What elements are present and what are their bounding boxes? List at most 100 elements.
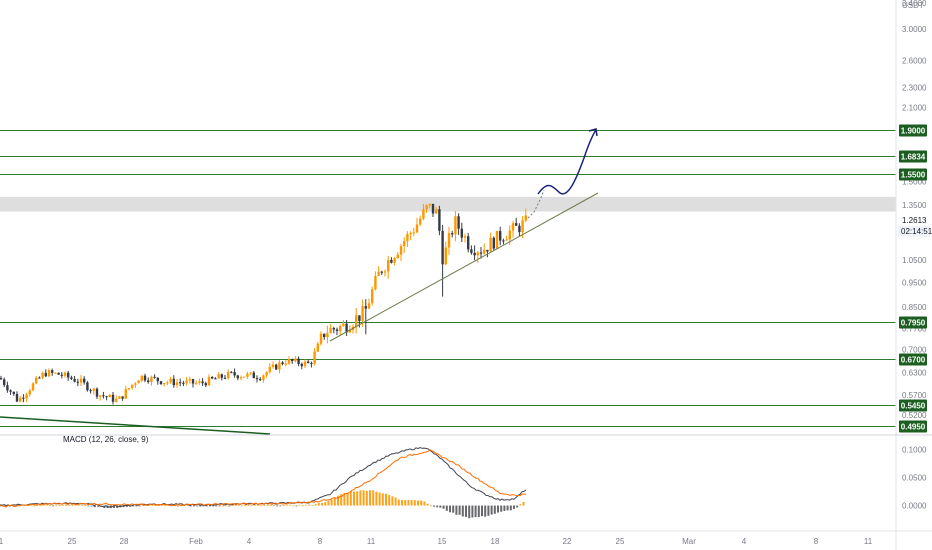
candle-body[interactable] bbox=[6, 385, 9, 391]
candle-body[interactable] bbox=[441, 230, 444, 265]
candle-body[interactable] bbox=[169, 378, 172, 383]
candle-body[interactable] bbox=[243, 376, 246, 378]
candle-body[interactable] bbox=[457, 216, 460, 229]
candle-body[interactable] bbox=[214, 378, 217, 380]
candle-body[interactable] bbox=[473, 252, 476, 256]
candle-body[interactable] bbox=[35, 377, 38, 384]
candle-body[interactable] bbox=[303, 361, 307, 367]
candle-body[interactable] bbox=[319, 333, 323, 344]
candle-body[interactable] bbox=[246, 373, 249, 377]
candle-body[interactable] bbox=[268, 367, 271, 373]
candle-body[interactable] bbox=[108, 394, 111, 398]
candle-body[interactable] bbox=[297, 358, 300, 364]
candle-body[interactable] bbox=[428, 203, 431, 206]
candle-body[interactable] bbox=[291, 359, 294, 362]
candle-body[interactable] bbox=[12, 391, 15, 394]
candle-body[interactable] bbox=[227, 371, 230, 379]
candle-body[interactable] bbox=[444, 247, 447, 265]
candle-body[interactable] bbox=[111, 394, 115, 402]
candle-body[interactable] bbox=[287, 359, 291, 364]
candle-body[interactable] bbox=[211, 376, 214, 379]
candle-body[interactable] bbox=[463, 236, 467, 238]
candle-body[interactable] bbox=[150, 376, 153, 382]
candle-body[interactable] bbox=[396, 254, 399, 259]
candle-body[interactable] bbox=[31, 383, 35, 391]
ascending-trendline[interactable] bbox=[329, 192, 599, 342]
candle-body[interactable] bbox=[121, 396, 124, 399]
candle-body[interactable] bbox=[89, 390, 92, 392]
candle-body[interactable] bbox=[412, 232, 415, 234]
candle-body[interactable] bbox=[460, 228, 463, 238]
candle-body[interactable] bbox=[204, 383, 207, 386]
candle-body[interactable] bbox=[499, 231, 502, 241]
candle-body[interactable] bbox=[342, 323, 345, 326]
candle-body[interactable] bbox=[115, 398, 118, 402]
projection-path[interactable] bbox=[537, 129, 597, 195]
candle-body[interactable] bbox=[364, 306, 367, 309]
candle-body[interactable] bbox=[262, 375, 265, 380]
candle-body[interactable] bbox=[60, 374, 63, 376]
candle-body[interactable] bbox=[271, 364, 275, 368]
candle-body[interactable] bbox=[41, 372, 44, 378]
candle-body[interactable] bbox=[393, 258, 396, 263]
candle-body[interactable] bbox=[3, 379, 6, 386]
candle-body[interactable] bbox=[86, 382, 89, 391]
candle-body[interactable] bbox=[310, 363, 313, 365]
macd-pane[interactable] bbox=[0, 446, 527, 519]
candle-body[interactable] bbox=[339, 325, 342, 331]
candle-body[interactable] bbox=[252, 372, 255, 379]
candle-body[interactable] bbox=[335, 329, 339, 331]
candle-body[interactable] bbox=[431, 203, 435, 214]
candle-body[interactable] bbox=[172, 378, 175, 386]
candle-body[interactable] bbox=[83, 378, 86, 383]
candle-body[interactable] bbox=[134, 383, 137, 385]
candle-body[interactable] bbox=[57, 372, 60, 375]
candle-body[interactable] bbox=[492, 237, 495, 249]
candle-body[interactable] bbox=[147, 380, 150, 382]
candle-body[interactable] bbox=[255, 378, 259, 380]
candle-body[interactable] bbox=[511, 223, 515, 231]
candle-body[interactable] bbox=[22, 397, 25, 399]
candle-body[interactable] bbox=[495, 231, 499, 249]
candle-body[interactable] bbox=[198, 381, 201, 383]
candle-body[interactable] bbox=[275, 364, 278, 370]
candle-body[interactable] bbox=[73, 378, 76, 382]
candle-body[interactable] bbox=[131, 384, 134, 389]
candle-body[interactable] bbox=[163, 383, 166, 385]
candle-body[interactable] bbox=[383, 271, 387, 273]
candle-body[interactable] bbox=[223, 377, 227, 379]
candle-body[interactable] bbox=[406, 233, 409, 242]
candle-body[interactable] bbox=[367, 303, 371, 309]
candle-body[interactable] bbox=[38, 377, 41, 379]
candle-body[interactable] bbox=[239, 377, 243, 379]
candle-body[interactable] bbox=[486, 249, 489, 252]
candle-body[interactable] bbox=[374, 275, 377, 290]
candle-body[interactable] bbox=[25, 394, 28, 399]
candle-body[interactable] bbox=[182, 382, 185, 384]
candle-body[interactable] bbox=[524, 215, 527, 221]
candle-body[interactable] bbox=[159, 381, 163, 385]
candle-body[interactable] bbox=[259, 379, 262, 381]
candle-body[interactable] bbox=[124, 389, 127, 399]
candle-body[interactable] bbox=[284, 363, 287, 365]
candle-body[interactable] bbox=[207, 376, 211, 386]
candle-body[interactable] bbox=[435, 209, 438, 214]
candle-body[interactable] bbox=[102, 395, 105, 397]
candle-body[interactable] bbox=[422, 209, 425, 219]
candle-body[interactable] bbox=[300, 363, 303, 367]
candle-body[interactable] bbox=[479, 252, 483, 254]
candle-body[interactable] bbox=[63, 372, 67, 376]
candle-body[interactable] bbox=[179, 382, 182, 384]
candle-body[interactable] bbox=[438, 209, 441, 231]
candle-body[interactable] bbox=[118, 396, 121, 399]
candle-body[interactable] bbox=[217, 374, 220, 379]
candle-body[interactable] bbox=[265, 372, 268, 376]
candle-body[interactable] bbox=[175, 382, 179, 386]
candle-body[interactable] bbox=[425, 205, 428, 210]
candle-body[interactable] bbox=[470, 249, 473, 253]
candle-body[interactable] bbox=[483, 249, 486, 254]
candle-body[interactable] bbox=[195, 382, 198, 384]
candle-body[interactable] bbox=[166, 382, 169, 384]
candle-body[interactable] bbox=[137, 380, 140, 384]
candle-body[interactable] bbox=[201, 381, 204, 384]
